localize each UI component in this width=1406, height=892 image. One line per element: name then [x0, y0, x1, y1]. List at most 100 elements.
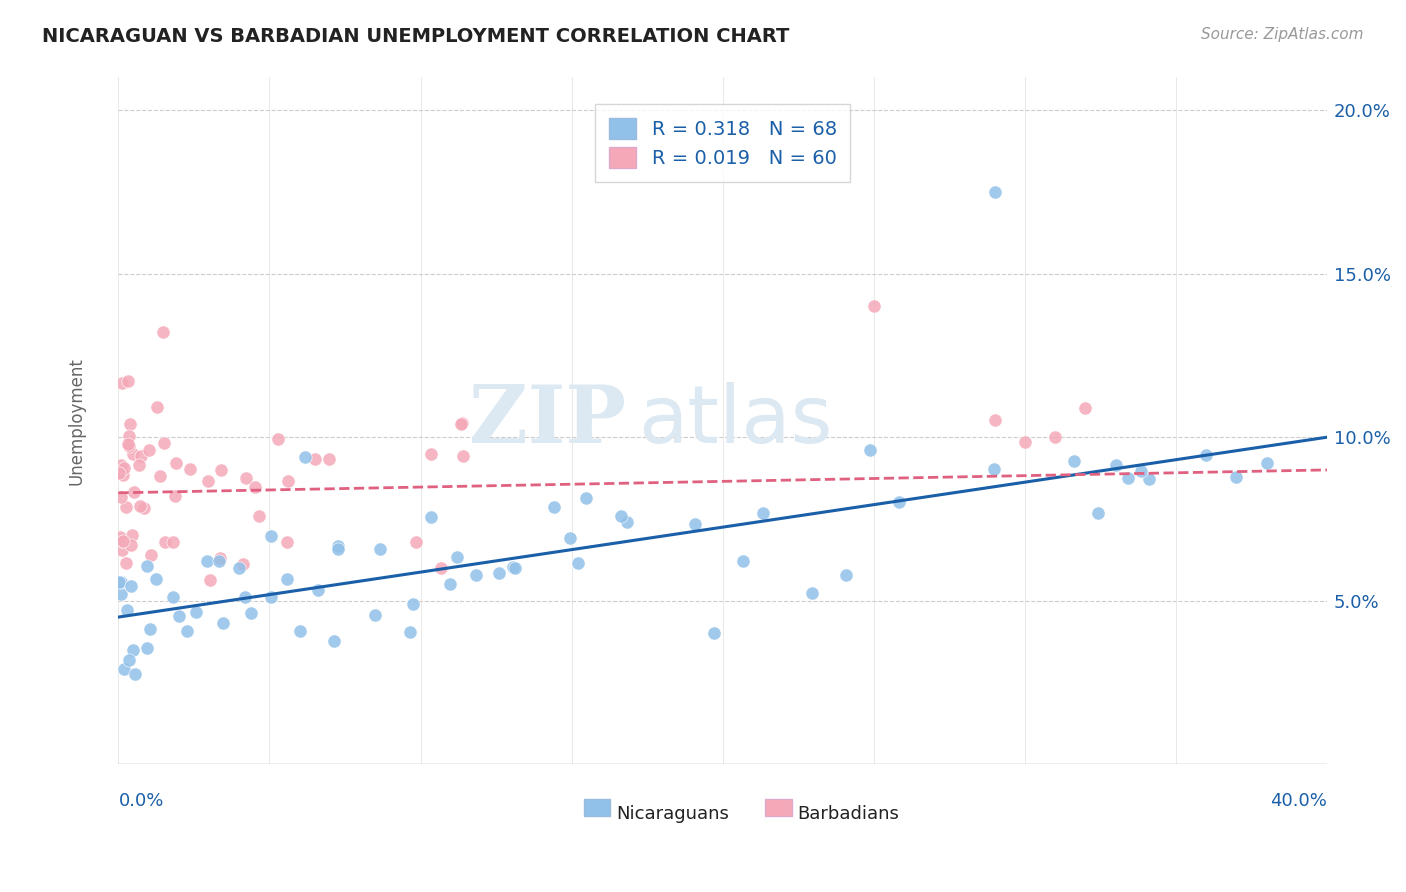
Point — [145, 572, 167, 586]
Point — [451, 449, 474, 463]
Point — [179, 462, 201, 476]
Point — [465, 568, 488, 582]
Point — [1087, 506, 1109, 520]
Point — [195, 554, 218, 568]
Point — [117, 437, 139, 451]
Point — [290, 624, 312, 638]
Point — [503, 561, 526, 575]
Point — [120, 538, 142, 552]
Point — [136, 559, 159, 574]
Point — [398, 625, 420, 640]
Point — [247, 509, 270, 524]
Point — [117, 439, 139, 453]
Point — [111, 543, 134, 558]
Point — [118, 429, 141, 443]
Point — [276, 572, 298, 586]
Point — [685, 517, 707, 532]
Point — [118, 653, 141, 667]
Point — [153, 535, 176, 549]
Point — [118, 417, 141, 432]
Point — [124, 666, 146, 681]
Point — [446, 549, 468, 564]
Point — [800, 586, 823, 600]
Point — [211, 615, 233, 630]
Point — [1116, 471, 1139, 485]
Point — [233, 591, 256, 605]
Point — [419, 509, 441, 524]
Point — [260, 529, 283, 543]
Point — [198, 574, 221, 588]
Point — [307, 582, 329, 597]
Point — [616, 515, 638, 529]
Point — [176, 624, 198, 639]
Point — [752, 506, 775, 520]
Point — [430, 561, 453, 575]
Point — [114, 556, 136, 570]
Text: Unemployment: Unemployment — [67, 357, 86, 484]
Point — [139, 548, 162, 562]
Point — [128, 499, 150, 513]
Point — [111, 468, 134, 483]
Point — [117, 603, 139, 617]
Text: atlas: atlas — [638, 382, 832, 460]
Point — [136, 640, 159, 655]
Point — [110, 587, 132, 601]
Point — [575, 491, 598, 505]
Point — [138, 622, 160, 636]
Point — [318, 451, 340, 466]
Point — [834, 567, 856, 582]
Point — [1014, 435, 1036, 450]
Point — [117, 374, 139, 388]
Point — [208, 554, 231, 568]
Point — [1256, 456, 1278, 470]
Point — [405, 535, 427, 549]
Text: Nicaraguans: Nicaraguans — [616, 805, 730, 823]
Point — [121, 642, 143, 657]
Point — [983, 462, 1005, 476]
Point — [112, 533, 135, 548]
Point — [110, 458, 132, 472]
Point — [108, 574, 131, 589]
Point — [983, 185, 1005, 199]
Point — [859, 443, 882, 458]
Point — [128, 458, 150, 472]
Point — [115, 500, 138, 514]
Point — [420, 447, 443, 461]
Point — [1043, 430, 1066, 444]
Point — [364, 607, 387, 622]
Point — [162, 591, 184, 605]
Point — [162, 534, 184, 549]
Point — [232, 557, 254, 571]
Point — [165, 489, 187, 503]
Point — [167, 609, 190, 624]
Point — [323, 633, 346, 648]
Text: Barbadians: Barbadians — [797, 805, 900, 823]
Point — [145, 400, 167, 414]
Point — [276, 534, 298, 549]
Point — [111, 376, 134, 390]
Point — [138, 443, 160, 458]
Point — [112, 461, 135, 475]
Point — [165, 456, 187, 470]
Point — [1063, 454, 1085, 468]
Point — [235, 471, 257, 485]
Point — [294, 450, 316, 464]
Point — [543, 500, 565, 514]
Point — [186, 606, 208, 620]
Point — [245, 480, 267, 494]
Point — [110, 574, 132, 589]
Point — [733, 554, 755, 568]
Point — [1129, 465, 1152, 479]
Point — [702, 625, 724, 640]
Text: 0.0%: 0.0% — [118, 792, 163, 810]
Point — [328, 539, 350, 553]
Text: Source: ZipAtlas.com: Source: ZipAtlas.com — [1201, 27, 1364, 42]
Point — [1104, 458, 1126, 472]
Point — [259, 591, 281, 605]
Point — [1074, 401, 1097, 415]
Point — [122, 484, 145, 499]
Bar — [765, 798, 792, 816]
Point — [326, 541, 349, 556]
Point — [439, 577, 461, 591]
Text: NICARAGUAN VS BARBADIAN UNEMPLOYMENT CORRELATION CHART: NICARAGUAN VS BARBADIAN UNEMPLOYMENT COR… — [42, 27, 790, 45]
